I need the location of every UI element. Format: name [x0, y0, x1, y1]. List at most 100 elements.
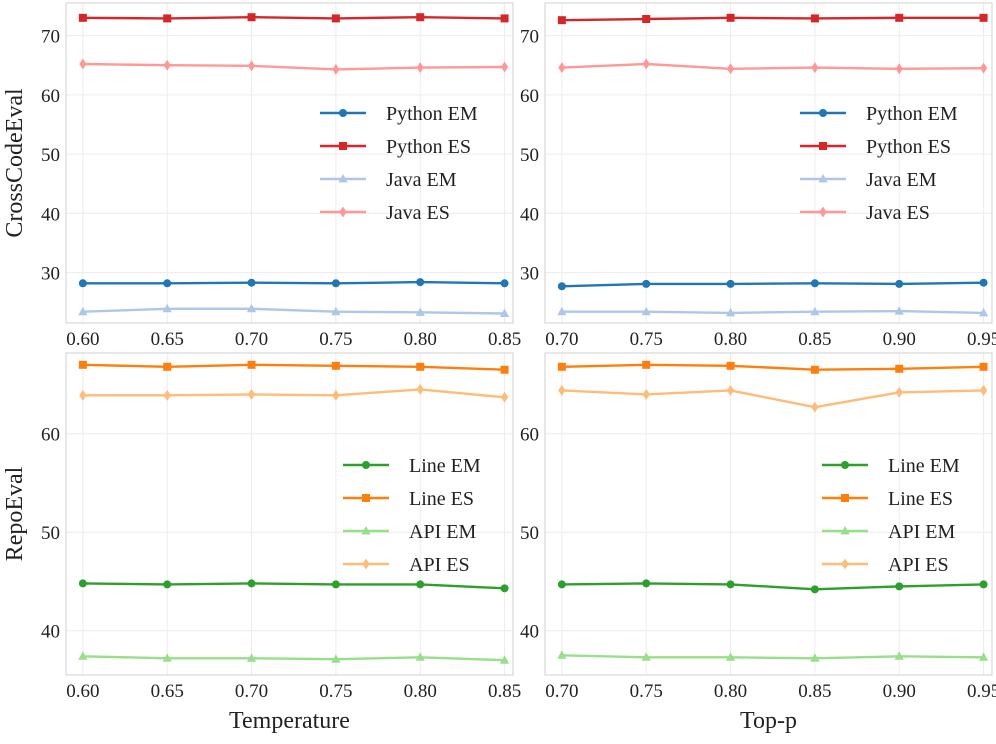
- data-point: [162, 653, 172, 662]
- series-python-es: [78, 13, 509, 23]
- plot-frame: [544, 352, 993, 676]
- series-line-es: [557, 360, 988, 374]
- data-point: [979, 62, 988, 74]
- data-point: [78, 13, 87, 22]
- x-tick-label: 0.60: [66, 681, 99, 702]
- data-point: [162, 303, 172, 313]
- data-point: [557, 362, 566, 371]
- legend-label: Java EM: [386, 169, 457, 191]
- data-point: [78, 279, 87, 288]
- data-point: [810, 14, 819, 23]
- data-point: [558, 384, 566, 396]
- data-point: [725, 652, 736, 661]
- data-point: [895, 63, 903, 75]
- data-point: [79, 58, 87, 70]
- series-line: [82, 280, 505, 285]
- data-point: [810, 653, 820, 662]
- data-point: [416, 362, 425, 371]
- data-point: [499, 655, 510, 664]
- data-point: [500, 391, 509, 403]
- data-point: [558, 62, 566, 74]
- data-point: [895, 386, 903, 398]
- data-point: [416, 278, 425, 287]
- legend-label: Python ES: [866, 136, 951, 158]
- x-tick-label: 0.75: [630, 329, 663, 350]
- data-point: [642, 579, 651, 588]
- panel-bottom-right: 0.70 0.75 0.80 0.85 0.90 0.95 40 50 60 Top-p Line …: [520, 352, 996, 734]
- series-api-em: [78, 651, 510, 664]
- x-tick-label: 0.80: [404, 329, 437, 350]
- data-point: [557, 580, 566, 589]
- data-point: [163, 14, 172, 23]
- series-line: [82, 388, 505, 399]
- x-tick-label: 0.90: [883, 681, 916, 702]
- data-point: [500, 279, 509, 288]
- series-line: [82, 363, 505, 371]
- y-tick-label: 60: [520, 86, 539, 107]
- legend-label: Java ES: [386, 202, 450, 224]
- data-point: [979, 362, 988, 371]
- data-point: [979, 278, 988, 287]
- data-point: [811, 62, 819, 74]
- data-point: [246, 653, 257, 662]
- legend-label: Line EM: [409, 455, 481, 477]
- data-point: [247, 360, 256, 369]
- data-point: [331, 306, 341, 316]
- x-tick-label: 0.80: [404, 681, 437, 702]
- data-point: [163, 362, 172, 371]
- panel-top-left: 0.60 0.65 0.70 0.75 0.80 0.85 30 40 50 60 70 CrossC…: [2, 2, 521, 350]
- data-point: [895, 279, 904, 288]
- legend-label: API ES: [888, 554, 949, 576]
- series-line: [561, 582, 984, 591]
- x-tick-label: 0.95: [967, 681, 996, 702]
- data-point: [331, 279, 340, 288]
- data-point: [78, 579, 87, 588]
- data-point: [78, 651, 88, 660]
- series-line: [561, 363, 984, 371]
- y-tick-label: 50: [520, 145, 539, 166]
- x-tick-label: 0.65: [151, 681, 184, 702]
- data-point: [163, 59, 171, 71]
- y-tick-label: 40: [520, 204, 539, 225]
- data-point: [247, 278, 256, 287]
- data-point: [726, 279, 735, 288]
- data-point: [810, 585, 819, 594]
- data-point: [642, 360, 651, 369]
- data-point: [810, 279, 819, 288]
- series-python-es: [557, 13, 988, 25]
- x-tick-label: 0.75: [630, 681, 663, 702]
- panel-bottom-left: 0.60 0.65 0.70 0.75 0.80 0.85 40 50 60 RepoEval Te…: [2, 352, 521, 734]
- plot-frame: [65, 2, 514, 324]
- data-point: [810, 365, 819, 374]
- data-point: [247, 388, 256, 400]
- data-point: [642, 388, 650, 400]
- y-tick-label: 70: [520, 27, 539, 48]
- data-point: [247, 579, 256, 588]
- x-tick-label: 0.75: [319, 329, 352, 350]
- legend: Line EM Line ES API EM API ES: [822, 455, 960, 576]
- y-tick-label: 60: [41, 425, 60, 446]
- data-point: [641, 652, 651, 661]
- data-point: [247, 60, 256, 72]
- x-tick-label: 0.85: [488, 681, 521, 702]
- data-point: [557, 306, 567, 316]
- y-tick-label: 40: [41, 622, 60, 643]
- y-axis-title: RepoEval: [2, 466, 28, 561]
- series-line: [561, 309, 984, 315]
- series-java-es: [79, 58, 509, 75]
- data-point: [726, 13, 735, 22]
- x-tick-label: 0.90: [883, 329, 916, 350]
- data-point: [499, 308, 510, 318]
- series-line-es: [78, 360, 509, 374]
- legend-label: Line ES: [888, 488, 953, 510]
- plot-frame: [65, 352, 514, 676]
- legend-label: Java EM: [866, 169, 937, 191]
- series-line: [561, 281, 984, 288]
- x-tick-label: 0.70: [235, 681, 268, 702]
- legend-label: API ES: [409, 554, 470, 576]
- data-point: [895, 13, 904, 22]
- data-point: [642, 279, 651, 288]
- data-point: [978, 307, 989, 317]
- data-point: [726, 361, 735, 370]
